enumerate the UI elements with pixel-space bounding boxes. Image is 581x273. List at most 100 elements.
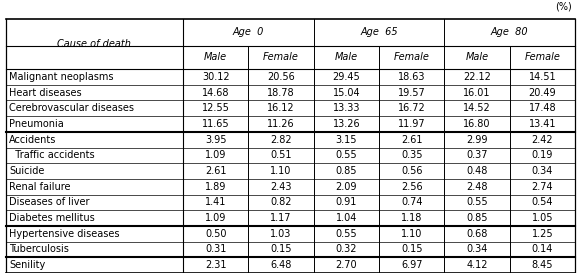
Text: 0.55: 0.55 (336, 150, 357, 160)
Text: 2.48: 2.48 (467, 182, 488, 192)
Text: 1.10: 1.10 (401, 229, 422, 239)
Text: 0.32: 0.32 (336, 244, 357, 254)
Text: 0.82: 0.82 (270, 197, 292, 207)
Text: 0.56: 0.56 (401, 166, 422, 176)
Text: 22.12: 22.12 (463, 72, 491, 82)
Text: 14.51: 14.51 (529, 72, 557, 82)
Text: Traffic accidents: Traffic accidents (9, 150, 95, 160)
Text: 14.52: 14.52 (463, 103, 491, 113)
Text: Pneumonia: Pneumonia (9, 119, 64, 129)
Text: 20.49: 20.49 (529, 88, 557, 98)
Text: 1.41: 1.41 (205, 197, 227, 207)
Text: 1.17: 1.17 (270, 213, 292, 223)
Text: Female: Female (525, 52, 561, 63)
Text: 2.61: 2.61 (401, 135, 422, 145)
Text: 16.80: 16.80 (464, 119, 491, 129)
Text: 16.72: 16.72 (398, 103, 426, 113)
Text: 15.04: 15.04 (332, 88, 360, 98)
Text: Accidents: Accidents (9, 135, 57, 145)
Text: 4.12: 4.12 (467, 260, 488, 270)
Text: Senility: Senility (9, 260, 45, 270)
Text: 1.18: 1.18 (401, 213, 422, 223)
Text: 11.65: 11.65 (202, 119, 229, 129)
Text: 12.55: 12.55 (202, 103, 229, 113)
Text: 16.12: 16.12 (267, 103, 295, 113)
Text: 8.45: 8.45 (532, 260, 553, 270)
Text: Suicide: Suicide (9, 166, 45, 176)
Text: Age  0: Age 0 (232, 27, 264, 37)
Text: 19.57: 19.57 (398, 88, 426, 98)
Text: 0.85: 0.85 (467, 213, 488, 223)
Text: 0.15: 0.15 (270, 244, 292, 254)
Text: 1.09: 1.09 (205, 213, 227, 223)
Text: 1.04: 1.04 (336, 213, 357, 223)
Text: 2.09: 2.09 (336, 182, 357, 192)
Text: 1.89: 1.89 (205, 182, 227, 192)
Text: 2.61: 2.61 (205, 166, 227, 176)
Text: Male: Male (465, 52, 489, 63)
Text: 1.10: 1.10 (270, 166, 292, 176)
Text: 14.68: 14.68 (202, 88, 229, 98)
Text: (%): (%) (555, 1, 572, 11)
Text: 0.14: 0.14 (532, 244, 553, 254)
Text: 0.31: 0.31 (205, 244, 227, 254)
Text: 13.26: 13.26 (332, 119, 360, 129)
Text: Cerebrovascular diseases: Cerebrovascular diseases (9, 103, 134, 113)
Text: 2.31: 2.31 (205, 260, 227, 270)
Text: 6.48: 6.48 (270, 260, 292, 270)
Text: 2.43: 2.43 (270, 182, 292, 192)
Text: Cause of death: Cause of death (58, 39, 131, 49)
Text: 29.45: 29.45 (332, 72, 360, 82)
Text: 17.48: 17.48 (529, 103, 557, 113)
Text: 0.50: 0.50 (205, 229, 227, 239)
Text: 0.37: 0.37 (467, 150, 488, 160)
Text: Female: Female (394, 52, 430, 63)
Text: Tuberculosis: Tuberculosis (9, 244, 69, 254)
Text: 16.01: 16.01 (464, 88, 491, 98)
Text: Hypertensive diseases: Hypertensive diseases (9, 229, 120, 239)
Text: 30.12: 30.12 (202, 72, 229, 82)
Text: Age  80: Age 80 (491, 27, 529, 37)
Text: 0.85: 0.85 (336, 166, 357, 176)
Text: 0.19: 0.19 (532, 150, 553, 160)
Text: 20.56: 20.56 (267, 72, 295, 82)
Text: 1.05: 1.05 (532, 213, 553, 223)
Text: 2.56: 2.56 (401, 182, 422, 192)
Text: Diabetes mellitus: Diabetes mellitus (9, 213, 95, 223)
Text: 2.82: 2.82 (270, 135, 292, 145)
Text: 0.48: 0.48 (467, 166, 488, 176)
Text: Diseases of liver: Diseases of liver (9, 197, 90, 207)
Text: 1.09: 1.09 (205, 150, 227, 160)
Text: 0.34: 0.34 (532, 166, 553, 176)
Text: 0.55: 0.55 (336, 229, 357, 239)
Text: Male: Male (335, 52, 358, 63)
Text: 0.34: 0.34 (467, 244, 488, 254)
Text: 3.15: 3.15 (336, 135, 357, 145)
Text: 11.97: 11.97 (398, 119, 426, 129)
Text: 0.55: 0.55 (467, 197, 488, 207)
Text: 6.97: 6.97 (401, 260, 422, 270)
Text: 0.15: 0.15 (401, 244, 422, 254)
Text: 18.78: 18.78 (267, 88, 295, 98)
Text: 0.51: 0.51 (270, 150, 292, 160)
Text: 0.68: 0.68 (467, 229, 488, 239)
Text: 2.99: 2.99 (467, 135, 488, 145)
Text: Renal failure: Renal failure (9, 182, 71, 192)
Text: Heart diseases: Heart diseases (9, 88, 82, 98)
Text: 0.91: 0.91 (336, 197, 357, 207)
Text: 11.26: 11.26 (267, 119, 295, 129)
Text: 13.33: 13.33 (333, 103, 360, 113)
Text: Age  65: Age 65 (360, 27, 398, 37)
Text: 2.70: 2.70 (336, 260, 357, 270)
Text: 0.74: 0.74 (401, 197, 422, 207)
Text: 3.95: 3.95 (205, 135, 227, 145)
Text: 1.25: 1.25 (532, 229, 553, 239)
Text: Male: Male (204, 52, 227, 63)
Text: 1.03: 1.03 (270, 229, 292, 239)
Text: 2.42: 2.42 (532, 135, 553, 145)
Text: 13.41: 13.41 (529, 119, 556, 129)
Text: Malignant neoplasms: Malignant neoplasms (9, 72, 114, 82)
Text: 0.35: 0.35 (401, 150, 422, 160)
Text: Female: Female (263, 52, 299, 63)
Text: 0.54: 0.54 (532, 197, 553, 207)
